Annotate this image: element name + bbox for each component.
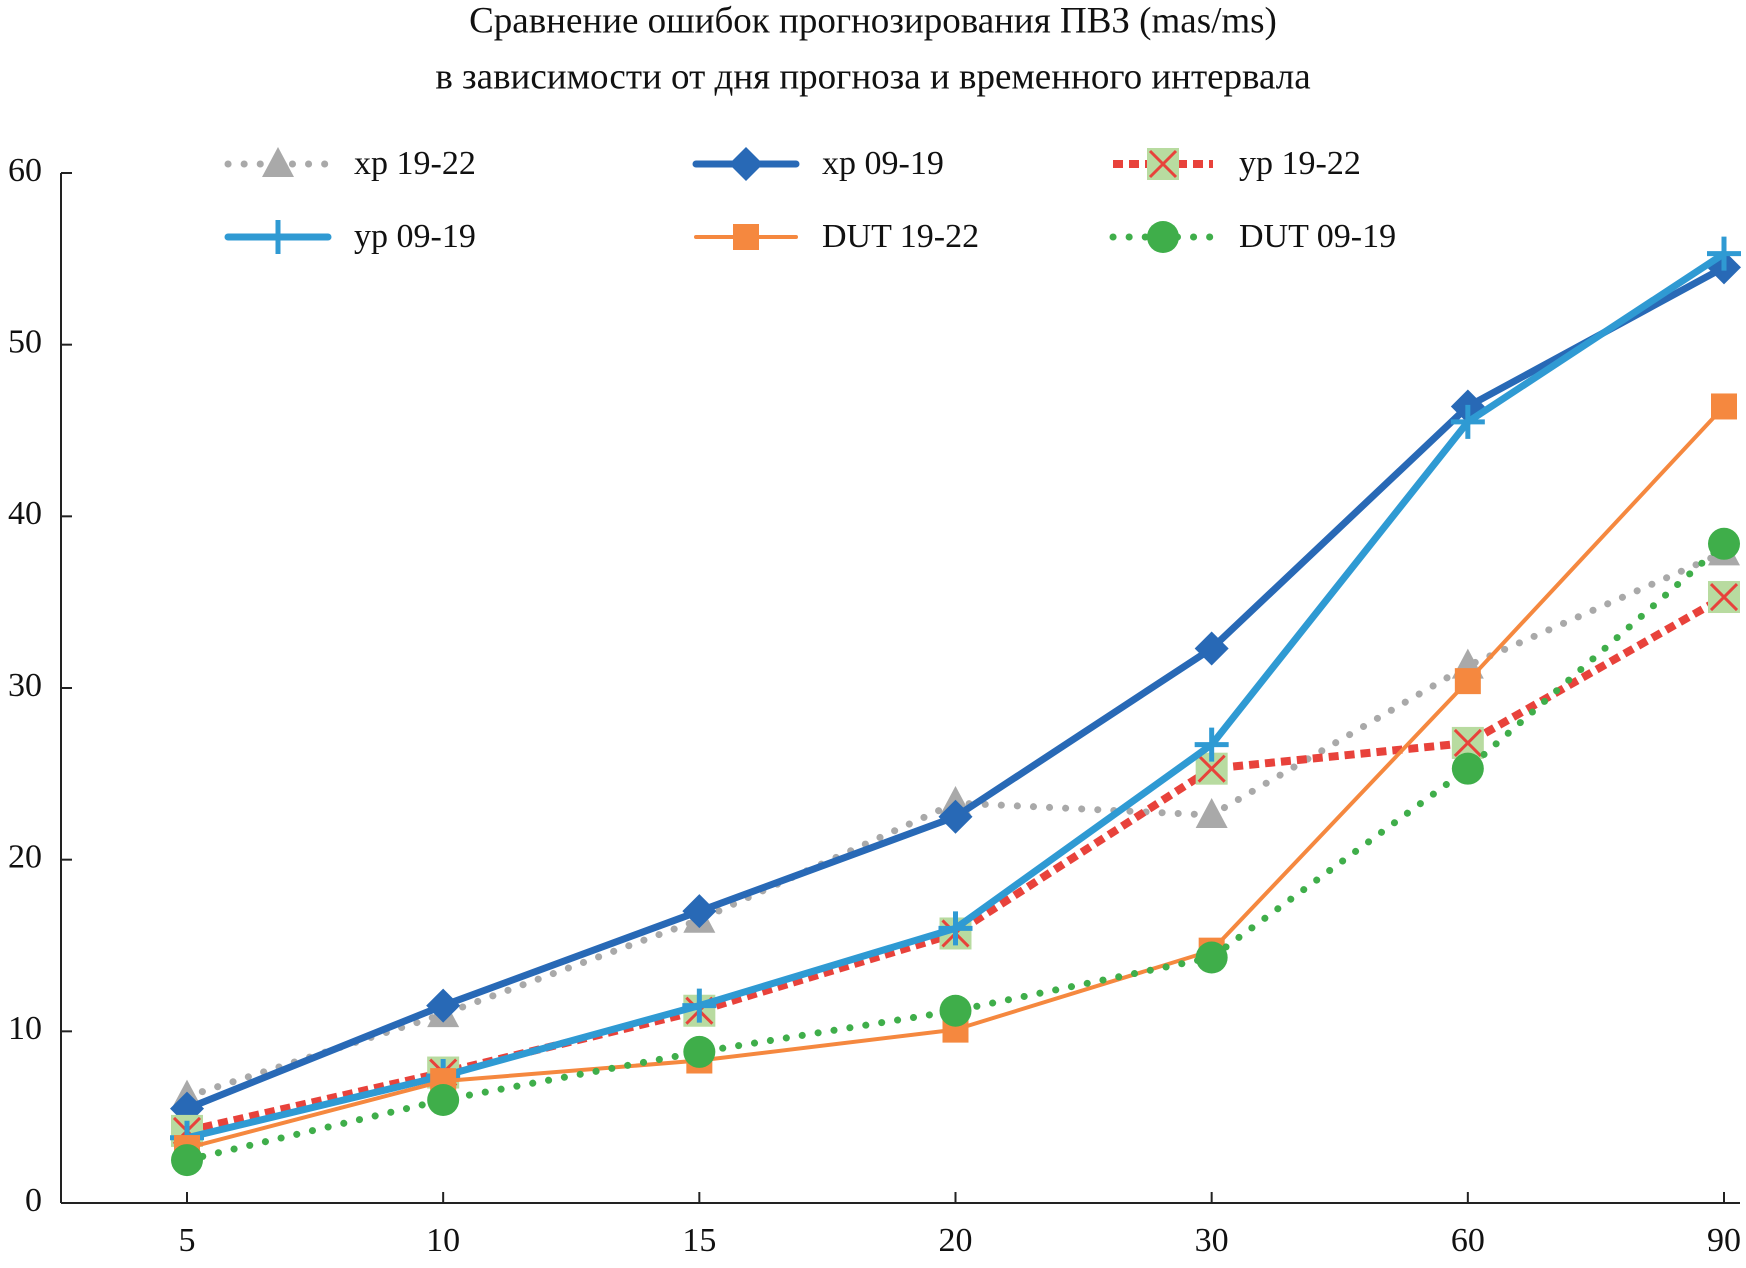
legend-item: yp 19-22 bbox=[1113, 145, 1361, 182]
marker bbox=[1195, 941, 1228, 974]
marker bbox=[1708, 527, 1740, 560]
chart-title: Сравнение ошибок прогнозирования ПВЗ (ma… bbox=[469, 0, 1277, 41]
legend-label: xp 09-19 bbox=[822, 145, 944, 182]
legend-marker bbox=[1147, 148, 1179, 180]
marker bbox=[1708, 581, 1740, 614]
x-tick-label: 20 bbox=[939, 1222, 973, 1259]
series bbox=[171, 527, 1740, 1177]
x-tick-label: 15 bbox=[682, 1222, 716, 1259]
legend-label: xp 19-22 bbox=[354, 145, 476, 182]
x-tick-label: 5 bbox=[179, 1222, 196, 1259]
marker bbox=[1194, 631, 1229, 666]
marker bbox=[1451, 752, 1484, 785]
marker bbox=[682, 894, 717, 929]
chart-title: в зависимости от дня прогноза и временно… bbox=[435, 56, 1310, 97]
marker bbox=[938, 911, 973, 946]
x-tick-label: 60 bbox=[1451, 1222, 1485, 1259]
marker-cross bbox=[1148, 149, 1178, 179]
legend-label: DUT 09-19 bbox=[1239, 218, 1396, 255]
y-tick-label: 60 bbox=[8, 152, 42, 189]
legend-item: DUT 19-22 bbox=[694, 218, 979, 255]
legend-label: yp 19-22 bbox=[1239, 145, 1361, 182]
legend-marker bbox=[262, 147, 294, 177]
series bbox=[174, 393, 1737, 1162]
series-line bbox=[186, 593, 1726, 1135]
y-tick-label: 50 bbox=[8, 323, 42, 360]
legend-marker bbox=[729, 147, 763, 181]
legend-label: yp 09-19 bbox=[354, 218, 476, 255]
legend-item: yp 09-19 bbox=[224, 218, 476, 255]
marker bbox=[682, 988, 717, 1023]
marker bbox=[171, 1144, 203, 1177]
legend-marker bbox=[733, 224, 759, 250]
marker bbox=[683, 1035, 716, 1068]
legend-marker bbox=[261, 220, 295, 254]
x-tick-label: 10 bbox=[426, 1222, 460, 1259]
marker-cross bbox=[1197, 754, 1226, 783]
legend-item: xp 19-22 bbox=[224, 145, 476, 182]
y-tick-label: 30 bbox=[8, 667, 42, 704]
marker bbox=[1711, 393, 1737, 420]
series-line bbox=[183, 540, 1728, 1164]
marker bbox=[427, 1084, 460, 1116]
y-tick-label: 20 bbox=[8, 838, 42, 875]
marker bbox=[1454, 668, 1481, 695]
marker bbox=[426, 988, 461, 1023]
marker-cross bbox=[1453, 728, 1482, 757]
marker bbox=[1195, 798, 1228, 829]
y-tick-label: 10 bbox=[8, 1010, 42, 1047]
marker bbox=[939, 994, 972, 1027]
marker-cross bbox=[1709, 582, 1739, 612]
marker bbox=[938, 799, 973, 834]
legend-item: xp 09-19 bbox=[692, 145, 944, 182]
marker bbox=[1450, 404, 1485, 439]
series bbox=[170, 250, 1741, 1126]
legend-marker bbox=[1147, 221, 1179, 253]
y-tick-label: 40 bbox=[8, 495, 42, 532]
marker bbox=[1707, 236, 1741, 271]
legend-item: DUT 09-19 bbox=[1109, 218, 1396, 255]
series-line bbox=[183, 263, 1728, 1113]
legend-label: DUT 19-22 bbox=[822, 218, 979, 255]
series bbox=[171, 581, 1740, 1147]
y-tick-label: 0 bbox=[25, 1182, 42, 1219]
x-tick-label: 30 bbox=[1195, 1222, 1229, 1259]
marker bbox=[1194, 727, 1229, 762]
x-tick-label: 90 bbox=[1707, 1222, 1741, 1259]
